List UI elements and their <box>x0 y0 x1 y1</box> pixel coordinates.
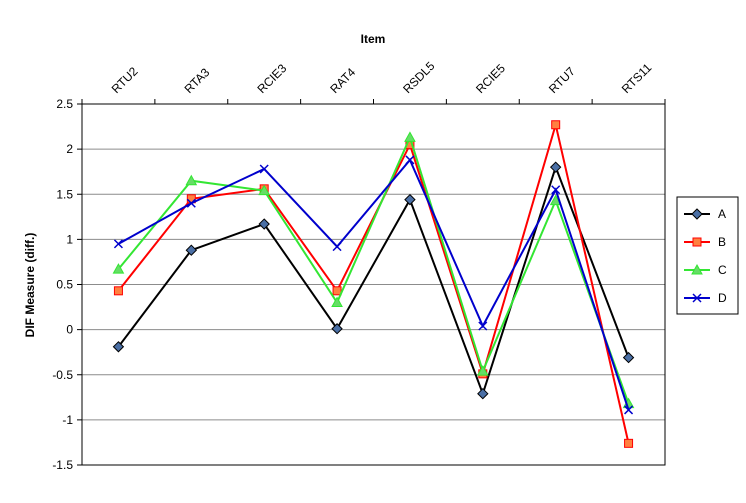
data-point <box>258 218 270 230</box>
series-C <box>112 131 635 409</box>
data-point <box>112 263 125 274</box>
legend-marker <box>692 237 702 247</box>
series-A <box>112 161 635 400</box>
y-axis-ticks: 2.5 2 1.5 1 0.5 0 -0.5 -1 -1.5 <box>52 97 82 472</box>
legend-label: D <box>718 291 727 305</box>
data-point <box>113 239 123 249</box>
y-tick-label: -0.5 <box>52 368 73 382</box>
series-line <box>117 158 630 411</box>
data-point <box>185 244 198 256</box>
x-axis-title: Item <box>361 32 386 46</box>
data-point <box>476 365 489 376</box>
data-point <box>551 185 561 195</box>
legend-label: A <box>718 207 726 221</box>
data-point <box>624 438 634 448</box>
legend-marker <box>691 263 703 275</box>
data-point <box>113 286 123 296</box>
y-tick-label: 0.5 <box>56 278 73 292</box>
data-point <box>112 341 125 353</box>
y-tick-label: -1 <box>62 413 73 427</box>
y-tick-label: 2 <box>66 142 73 156</box>
y-tick-label: 1 <box>66 232 73 246</box>
data-point <box>258 184 271 196</box>
legend-box <box>676 196 739 315</box>
data-point <box>185 174 198 186</box>
y-tick-label: 1.5 <box>56 187 73 201</box>
y-axis-title: DIF Measure (diff.) <box>23 233 37 338</box>
legend-label: C <box>718 263 727 277</box>
y-tick-label: -1.5 <box>52 458 73 472</box>
y-tick-label: 0 <box>66 323 73 337</box>
data-point <box>259 164 269 174</box>
data-point <box>332 286 342 296</box>
series-group <box>112 120 635 448</box>
series-line <box>117 134 630 404</box>
legend-marker <box>692 293 702 303</box>
legend-item-D: D <box>684 291 727 305</box>
data-point <box>478 321 488 331</box>
data-point <box>186 198 196 208</box>
data-point <box>477 387 489 400</box>
data-point <box>404 131 416 142</box>
data-point <box>405 155 415 165</box>
data-point <box>331 323 343 335</box>
series-D <box>113 155 634 415</box>
data-point <box>551 120 561 130</box>
data-point <box>549 161 562 173</box>
legend-marker <box>691 208 703 220</box>
data-point <box>332 242 342 252</box>
y-tick-label: 2.5 <box>56 97 73 111</box>
data-point <box>624 405 634 415</box>
legend-item-C: C <box>684 263 727 277</box>
series-line <box>117 164 630 397</box>
data-point <box>622 351 635 364</box>
legend-item-B: B <box>684 235 726 249</box>
plot-area-border <box>81 103 666 466</box>
data-point <box>331 296 343 308</box>
legend-item-A: A <box>684 207 726 221</box>
data-point <box>404 193 416 206</box>
legend-label: B <box>718 235 726 249</box>
